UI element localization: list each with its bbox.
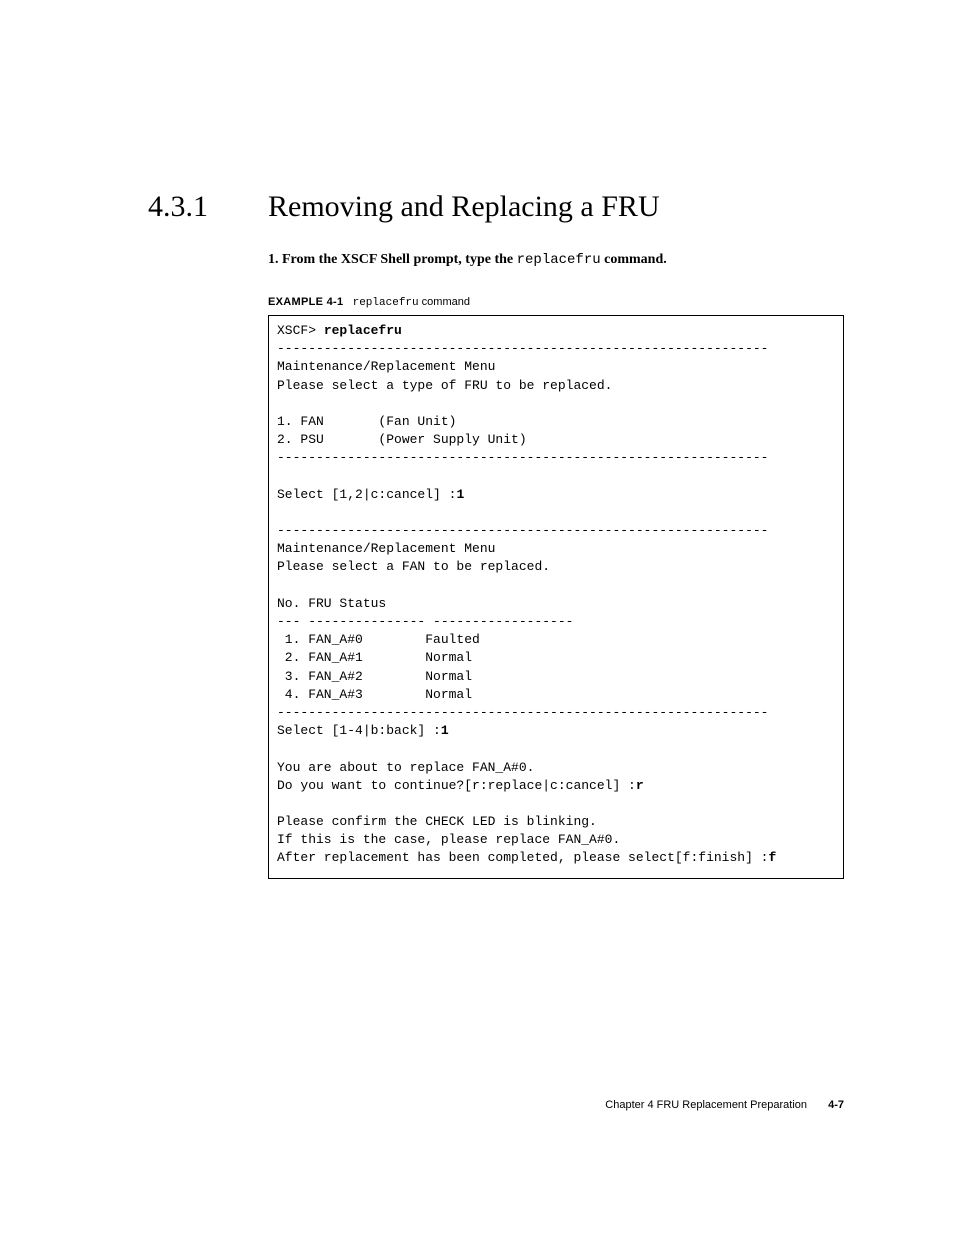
code-block: XSCF> replacefru -----------------------… — [268, 315, 844, 879]
code-menu-title2: Maintenance/Replacement Menu — [277, 541, 495, 556]
code-fan-row-3: 4. FAN_A#3 Normal — [277, 687, 472, 702]
code-menu-title: Maintenance/Replacement Menu — [277, 359, 495, 374]
step-code: replacefru — [517, 252, 601, 268]
code-about-line: You are about to replace FAN_A#0. — [277, 760, 534, 775]
step-text-after: command. — [601, 252, 667, 267]
code-menu-prompt-fan: Please select a FAN to be replaced. — [277, 559, 550, 574]
code-fan-row-0: 1. FAN_A#0 Faulted — [277, 632, 480, 647]
section-title: Removing and Replacing a FRU — [268, 190, 660, 224]
code-continue-input: r — [636, 778, 644, 793]
code-confirm1: Please confirm the CHECK LED is blinking… — [277, 814, 597, 829]
code-table-divider: --- --------------- ------------------ — [277, 614, 573, 629]
code-finish-prefix: After replacement has been completed, pl… — [277, 850, 768, 865]
code-hr3: ----------------------------------------… — [277, 523, 768, 538]
code-continue-prefix: Do you want to continue?[r:replace|c:can… — [277, 778, 636, 793]
page-footer: Chapter 4 FRU Replacement Preparation 4-… — [148, 1099, 844, 1111]
step-1: 1. From the XSCF Shell prompt, type the … — [268, 252, 844, 268]
code-table-header: No. FRU Status — [277, 596, 386, 611]
example-caption: EXAMPLE 4-1 replacefru command — [268, 296, 844, 309]
code-menu-prompt-type: Please select a type of FRU to be replac… — [277, 378, 612, 393]
example-caption-code: replacefru — [353, 297, 419, 309]
page: 4.3.1 Removing and Replacing a FRU 1. Fr… — [0, 0, 954, 1171]
example-label: EXAMPLE 4-1 — [268, 296, 343, 308]
code-fan-row-2: 3. FAN_A#2 Normal — [277, 669, 472, 684]
step-number: 1. — [268, 252, 279, 267]
body-content: 1. From the XSCF Shell prompt, type the … — [268, 252, 844, 879]
section-heading: 4.3.1 Removing and Replacing a FRU — [148, 190, 844, 224]
code-hr4: ----------------------------------------… — [277, 705, 768, 720]
example-caption-rest: command — [419, 296, 470, 308]
code-hr: ----------------------------------------… — [277, 341, 768, 356]
code-confirm2: If this is the case, please replace FAN_… — [277, 832, 620, 847]
code-prompt: XSCF> — [277, 323, 324, 338]
code-fan-row-1: 2. FAN_A#1 Normal — [277, 650, 472, 665]
code-option-fan: 1. FAN (Fan Unit) — [277, 414, 456, 429]
code-select2-input: 1 — [441, 723, 449, 738]
code-select1-prefix: Select [1,2|c:cancel] : — [277, 487, 456, 502]
step-text-before: From the XSCF Shell prompt, type the — [282, 252, 517, 267]
section-number: 4.3.1 — [148, 190, 268, 224]
footer-chapter: Chapter 4 FRU Replacement Preparation — [605, 1099, 807, 1111]
footer-pagenum: 4-7 — [828, 1099, 844, 1111]
code-hr2: ----------------------------------------… — [277, 450, 768, 465]
code-finish-input: f — [768, 850, 776, 865]
code-command: replacefru — [324, 323, 402, 338]
code-select2-prefix: Select [1-4|b:back] : — [277, 723, 441, 738]
code-option-psu: 2. PSU (Power Supply Unit) — [277, 432, 527, 447]
code-select1-input: 1 — [456, 487, 464, 502]
